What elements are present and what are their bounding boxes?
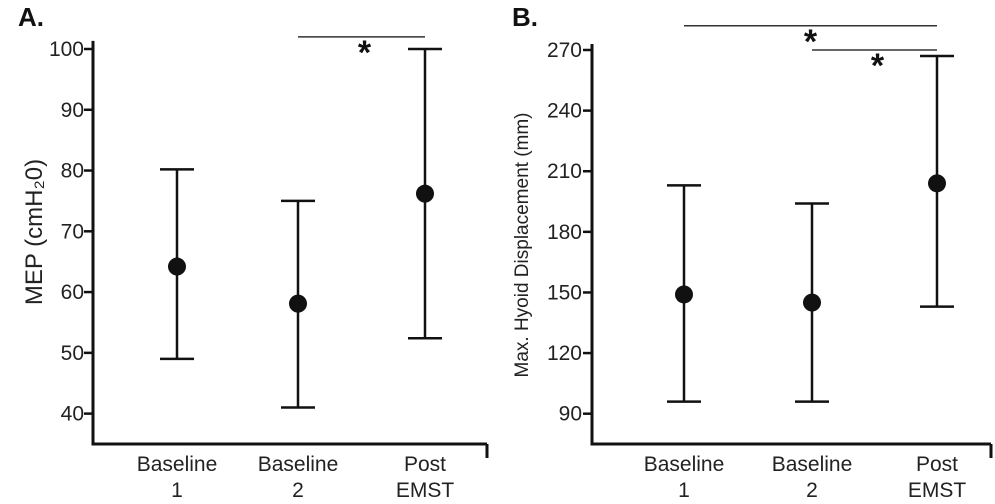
x-category-label: EMST	[908, 479, 967, 502]
chart-panel-b: B. Max. Hyoid Displacement (mm) 90 120 150…	[512, 2, 993, 502]
x-category-label: Baseline	[137, 453, 218, 476]
y-tick-label: 50	[61, 342, 84, 365]
y-axis-title-a: MEP (cmH₂0)	[21, 159, 48, 305]
significance-star: *	[871, 47, 885, 85]
y-tick-label: 240	[547, 100, 582, 123]
mean-point	[803, 293, 821, 312]
x-category-label: Baseline	[258, 453, 339, 476]
x-category-label: Baseline	[772, 453, 853, 476]
x-category-label: 1	[171, 479, 183, 502]
y-tick-label: 120	[547, 342, 582, 365]
panel-letter-b: B.	[512, 2, 538, 32]
y-tick-label: 40	[61, 403, 84, 426]
y-tick-label: 150	[547, 281, 582, 304]
x-category-label: Post	[916, 453, 958, 476]
mean-point	[289, 294, 307, 313]
y-axis-title-b: Max. Hyoid Displacement (mm)	[512, 113, 533, 378]
x-category-label: Post	[404, 453, 446, 476]
x-category-label: 1	[678, 479, 690, 502]
significance-star: *	[358, 34, 372, 72]
y-tick-label: 60	[61, 281, 84, 304]
significance-star: *	[804, 23, 818, 61]
panel-letter-a: A.	[18, 2, 44, 32]
y-tick-label: 80	[61, 160, 84, 183]
y-tick-label: 90	[559, 403, 582, 426]
x-category-label: 2	[806, 479, 818, 502]
x-category-label: 2	[292, 479, 304, 502]
y-tick-label: 70	[61, 220, 84, 243]
x-category-label: Baseline	[644, 453, 725, 476]
y-tick-label: 100	[49, 38, 84, 61]
mean-point	[416, 184, 434, 203]
mean-point	[675, 285, 693, 304]
y-tick-label: 210	[547, 160, 582, 183]
chart-panel-a: A. MEP (cmH₂0) 40 50 60 70 80 90 100 Baseline 1 B…	[18, 2, 489, 502]
mean-point	[928, 174, 946, 193]
x-category-label: EMST	[396, 479, 455, 502]
y-tick-label: 180	[547, 221, 582, 244]
y-tick-label: 90	[61, 99, 84, 122]
y-tick-label: 270	[547, 39, 582, 62]
mean-point	[168, 257, 186, 276]
